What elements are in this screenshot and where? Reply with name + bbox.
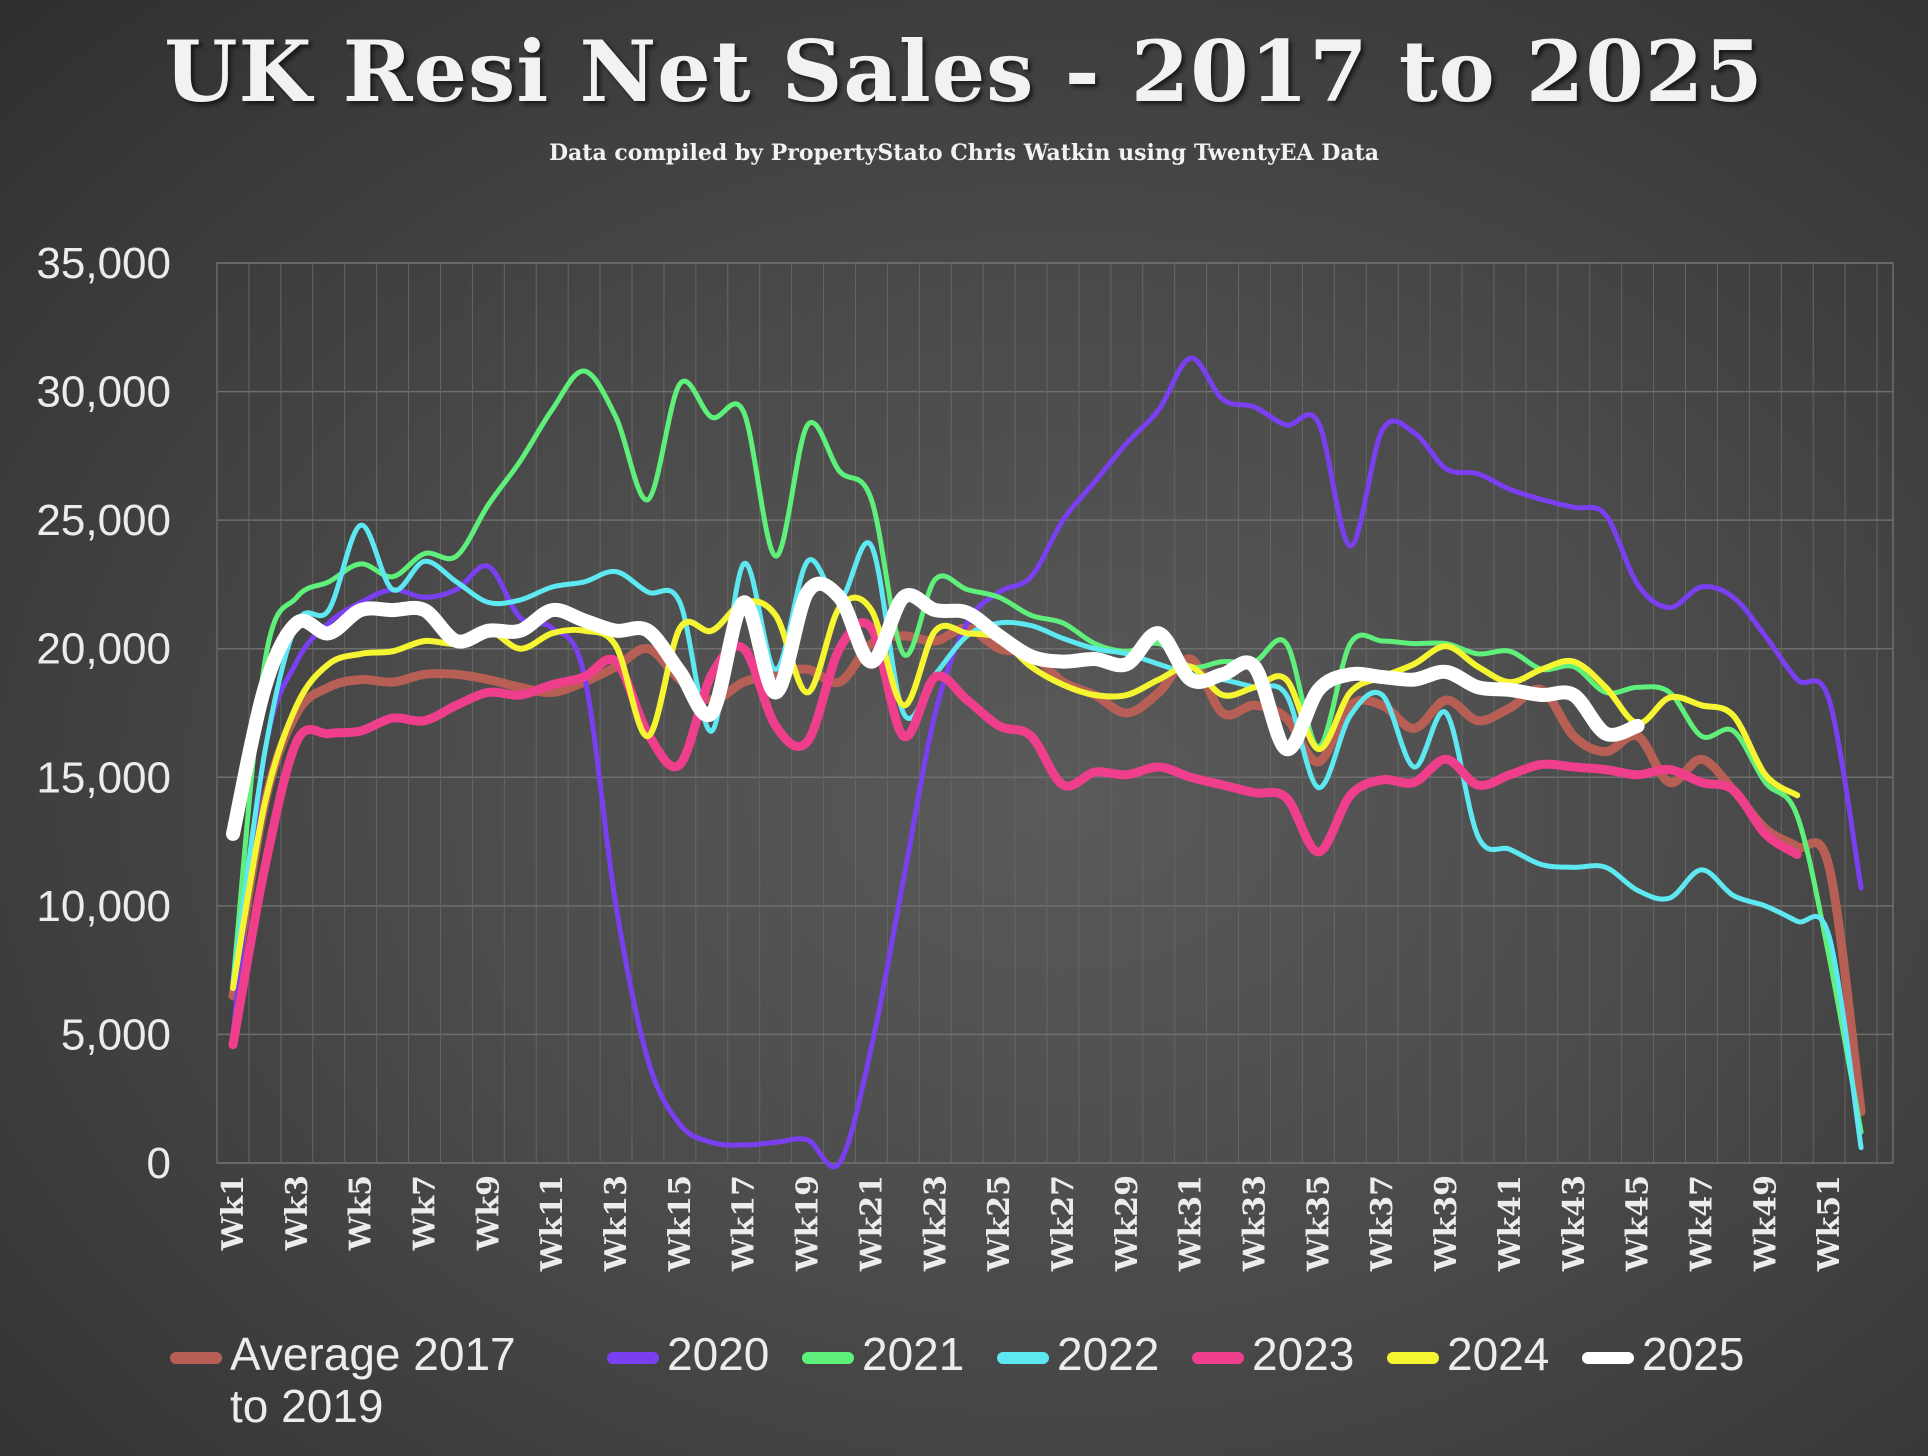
y-tick-label: 15,000: [36, 753, 171, 802]
x-tick-label: Wk39: [1429, 1175, 1464, 1272]
x-tick-label: Wk49: [1748, 1175, 1783, 1272]
legend-swatch: [1582, 1352, 1634, 1364]
x-tick-label: Wk51: [1812, 1175, 1847, 1272]
legend-label: 2021: [862, 1328, 965, 1380]
legend-label: Average 2017 to 2019: [230, 1328, 516, 1432]
grid: [216, 262, 1894, 1164]
legend-item-2023: 2023: [1192, 1328, 1354, 1380]
y-tick-label: 30,000: [36, 368, 171, 417]
x-tick-label: Wk7: [408, 1175, 443, 1251]
legend-swatch: [1192, 1352, 1244, 1364]
legend-item-2020: 2020: [607, 1328, 769, 1380]
x-tick-label: Wk41: [1493, 1175, 1528, 1272]
series-line-2025: [226, 576, 1645, 841]
legend-item-2021: 2021: [802, 1328, 964, 1380]
x-tick-label: Wk15: [663, 1175, 698, 1272]
x-tick-label: Wk25: [982, 1175, 1017, 1272]
x-tick-label: Wk35: [1301, 1175, 1336, 1272]
series-line-2023: [228, 618, 1802, 1050]
x-tick-label: Wk31: [1174, 1175, 1209, 1272]
x-tick-label: Wk17: [727, 1175, 762, 1272]
legend-item-2024: 2024: [1387, 1328, 1549, 1380]
x-tick-label: Wk27: [1046, 1175, 1081, 1272]
legend-label: 2022: [1057, 1328, 1160, 1380]
series-lines: [226, 355, 1866, 1170]
plot-area: [216, 262, 1894, 1164]
x-tick-label: Wk47: [1684, 1175, 1719, 1272]
x-tick-label: Wk29: [1110, 1175, 1145, 1272]
series-line-2020: [230, 355, 1864, 1170]
chart-subtitle: Data compiled by PropertyStato Chris Wat…: [548, 140, 1380, 166]
x-tick-label: Wk21: [854, 1175, 889, 1272]
legend-item-average-2017-to-2019: Average 2017 to 2019: [170, 1328, 516, 1432]
y-tick-label: 20,000: [36, 625, 171, 674]
series-line-2021: [230, 368, 1864, 1135]
legend-label: 2020: [667, 1328, 770, 1380]
x-tick-label: Wk33: [1238, 1175, 1273, 1272]
x-tick-label: Wk37: [1365, 1175, 1400, 1272]
legend: Average 2017 to 2019 2020 2021 2022 2023 2024…: [170, 1328, 1910, 1448]
legend-swatch: [997, 1352, 1049, 1364]
x-tick-label: Wk1: [216, 1175, 251, 1251]
legend-swatch: [802, 1352, 854, 1364]
x-tick-label: Wk3: [280, 1175, 315, 1251]
x-tick-label: Wk9: [471, 1175, 506, 1251]
x-tick-label: Wk45: [1621, 1175, 1656, 1272]
legend-swatch: [607, 1352, 659, 1364]
x-tick-label: Wk13: [599, 1175, 634, 1272]
legend-item-2022: 2022: [997, 1328, 1159, 1380]
legend-label: 2024: [1447, 1328, 1550, 1380]
legend-item-2025: 2025: [1582, 1328, 1744, 1380]
y-axis-ticks: 0 5,000 10,000 15,000 20,000 25,000 30,000 35,0…: [36, 239, 171, 1188]
x-tick-label: Wk11: [535, 1175, 570, 1272]
x-tick-label: Wk23: [918, 1175, 953, 1272]
x-tick-label: Wk43: [1557, 1175, 1592, 1272]
x-tick-label: Wk5: [344, 1175, 379, 1251]
y-tick-label: 10,000: [36, 882, 171, 931]
y-tick-label: 5,000: [61, 1010, 171, 1059]
legend-label: 2023: [1252, 1328, 1355, 1380]
y-tick-label: 35,000: [36, 239, 171, 288]
series-line-average-2017-to-2019: [228, 623, 1866, 1117]
legend-swatch: [170, 1352, 222, 1364]
series-line-2022: [230, 522, 1864, 1151]
y-tick-label: 0: [147, 1139, 171, 1188]
y-tick-label: 25,000: [36, 496, 171, 545]
legend-label: 2025: [1642, 1328, 1745, 1380]
x-axis-ticks: Wk1 Wk3 Wk5 Wk7 Wk9 Wk11 Wk13 Wk15 Wk17 Wk19 Wk21 W…: [216, 1175, 1847, 1272]
x-tick-label: Wk19: [791, 1175, 826, 1272]
chart-title: UK Resi Net Sales - 2017 to 2025: [164, 22, 1764, 121]
legend-swatch: [1387, 1352, 1439, 1364]
